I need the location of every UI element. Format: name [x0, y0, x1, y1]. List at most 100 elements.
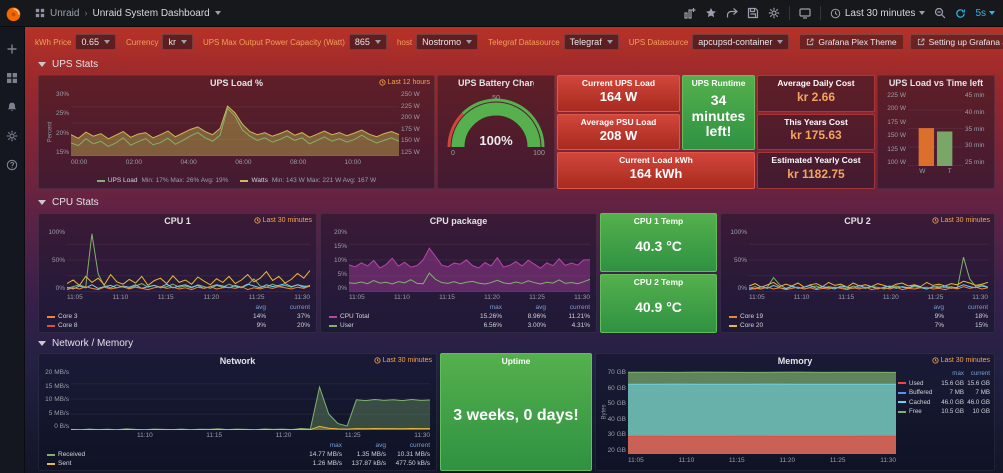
- breadcrumb-dashboard-title[interactable]: Unraid System Dashboard: [92, 7, 210, 19]
- refresh-interval-dropdown[interactable]: 5s: [975, 8, 995, 19]
- panel-title[interactable]: Uptime: [501, 356, 531, 366]
- legend-column-header[interactable]: max: [329, 442, 342, 449]
- legend-column-header[interactable]: avg: [535, 304, 546, 311]
- axis-tick-label: 11:30: [880, 457, 896, 464]
- zoom-out-time-button[interactable]: [934, 7, 946, 19]
- cycle-view-tv-button[interactable]: [799, 7, 811, 19]
- legend-series-name[interactable]: Core 19: [740, 313, 764, 320]
- graph-plot-area[interactable]: [628, 369, 896, 454]
- dashboard-link-plex-theme[interactable]: Grafana Plex Theme: [799, 34, 904, 50]
- legend-column-header[interactable]: max: [952, 370, 964, 378]
- legend-series-name[interactable]: Cached: [909, 398, 931, 406]
- legend-series-name[interactable]: Core 3: [58, 313, 78, 320]
- legend-series-name[interactable]: CPU Total: [340, 313, 370, 320]
- variable-value-dropdown[interactable]: Nostromo: [416, 34, 479, 50]
- share-button[interactable]: [726, 7, 738, 19]
- legend-series-name[interactable]: Core 20: [740, 322, 764, 329]
- axis-tick-label: 11:25: [829, 457, 846, 464]
- panel-title[interactable]: UPS Load %: [209, 78, 263, 88]
- sidebar-dashboards-button[interactable]: [6, 72, 18, 84]
- legend-column-header[interactable]: current: [970, 370, 990, 378]
- panel-title[interactable]: CPU package: [429, 216, 488, 226]
- variable-value-dropdown[interactable]: Telegraf: [563, 34, 619, 50]
- legend-series-name[interactable]: Buffered: [909, 389, 933, 397]
- settings-gear-button[interactable]: [768, 7, 780, 19]
- legend-series-name[interactable]: User: [340, 322, 354, 329]
- axis-tick-label: 70 GB: [607, 369, 626, 376]
- x-axis-ticks: 11:05 11:10 11:15 11:20 11:25 11:30: [67, 294, 310, 301]
- variable-value-dropdown[interactable]: 865: [348, 34, 387, 50]
- legend-row: Used 15.6 GB 15.6 GB: [898, 379, 990, 389]
- legend-column-header[interactable]: avg: [375, 442, 386, 449]
- save-button[interactable]: [747, 7, 759, 19]
- row-header-network-memory[interactable]: Network / Memory: [38, 338, 133, 349]
- legend-column-header[interactable]: current: [289, 304, 310, 311]
- legend-column-header[interactable]: current: [967, 304, 988, 311]
- panel-title[interactable]: Current UPS Load: [581, 78, 656, 88]
- axis-tick-label: 30 GB: [607, 431, 626, 439]
- legend-series-swatch: [898, 401, 906, 404]
- legend-column-header[interactable]: max: [489, 304, 502, 311]
- legend-series-name[interactable]: Core 8: [58, 322, 78, 329]
- sidebar-alerting-bell-button[interactable]: [6, 101, 18, 113]
- row-header-ups-stats[interactable]: UPS Stats: [38, 59, 98, 70]
- panel-time-override: Last 30 minutes: [253, 217, 312, 224]
- legend-value: 8.96%: [527, 313, 546, 320]
- legend-series-name[interactable]: UPS Load: [107, 177, 138, 184]
- grafana-logo[interactable]: [0, 0, 27, 27]
- sidebar-create-button[interactable]: [6, 43, 18, 55]
- panel-title[interactable]: UPS Battery Charge: [458, 78, 534, 88]
- legend-column-header[interactable]: current: [409, 442, 430, 449]
- legend-series-name[interactable]: Watts: [251, 177, 268, 184]
- panel-title[interactable]: CPU 2: [844, 216, 871, 226]
- legend-column-header[interactable]: avg: [933, 304, 944, 311]
- variable-value-dropdown[interactable]: kr: [162, 34, 193, 50]
- sidebar-configuration-gear-button[interactable]: [6, 130, 18, 142]
- chevron-down-icon[interactable]: [214, 11, 221, 15]
- legend-series-name[interactable]: Used: [909, 379, 924, 387]
- legend-series-name[interactable]: Received: [58, 451, 86, 458]
- sidebar-help-button[interactable]: [6, 159, 18, 171]
- panel-network-graph: Network Last 30 minutes 20 MB/s 15 MB/s 10…: [38, 353, 437, 471]
- axis-tick-label: 11:30: [574, 294, 590, 301]
- add-panel-button[interactable]: [684, 7, 696, 19]
- dashboard-link-ups-guide[interactable]: Setting up Grafana and InfluxDB for UPS …: [909, 34, 1003, 50]
- graph-plot-area[interactable]: [71, 369, 430, 430]
- legend-column-header[interactable]: current: [569, 304, 590, 311]
- panel-title[interactable]: Average Daily Cost: [777, 78, 855, 88]
- legend-series-swatch: [898, 391, 906, 394]
- panel-title[interactable]: Network: [219, 356, 256, 366]
- star-button[interactable]: [705, 7, 717, 19]
- bar-plot-area[interactable]: [908, 92, 963, 166]
- panel-title[interactable]: CPU 1 Temp: [633, 216, 684, 226]
- variable-value: Telegraf: [569, 37, 602, 47]
- panel-title[interactable]: UPS Runtime: [691, 78, 746, 88]
- variable-value-dropdown[interactable]: 0.65: [75, 34, 116, 50]
- legend-value: 10.5 GB: [941, 408, 964, 416]
- axis-tick-label: 0%: [55, 285, 65, 292]
- graph-plot-area[interactable]: [349, 229, 590, 292]
- y-axis-left-ticks: 70 GB 60 GB 50 GB 40 GB 30 GB 20 GB: [604, 369, 626, 454]
- graph-plot-area[interactable]: [67, 229, 310, 292]
- panel-title[interactable]: CPU 2 Temp: [633, 277, 684, 287]
- refresh-button[interactable]: [955, 8, 966, 19]
- panel-title[interactable]: UPS Load vs Time left: [888, 78, 984, 88]
- graph-plot-area[interactable]: [749, 229, 988, 292]
- axis-tick-label: 20%: [55, 129, 69, 137]
- graph-plot-area[interactable]: [71, 91, 399, 156]
- variable-value-dropdown[interactable]: apcupsd-container: [692, 34, 790, 50]
- panel-title[interactable]: Memory: [777, 356, 813, 366]
- legend-value: 37%: [296, 313, 310, 320]
- breadcrumb-folder[interactable]: Unraid: [50, 7, 80, 19]
- row-header-cpu-stats[interactable]: CPU Stats: [38, 197, 99, 208]
- panel-title[interactable]: CPU 1: [164, 216, 191, 226]
- legend-series-name[interactable]: Free: [909, 408, 922, 416]
- legend-series-name[interactable]: Sent: [58, 460, 72, 467]
- panel-title[interactable]: Average PSU Load: [580, 117, 657, 127]
- legend-value: 15%: [974, 322, 988, 329]
- legend-column-header[interactable]: avg: [255, 304, 266, 311]
- time-picker-button[interactable]: Last 30 minutes: [830, 8, 926, 19]
- panel-title[interactable]: Current Load kWh: [619, 155, 693, 165]
- panel-title[interactable]: This Years Cost: [784, 117, 848, 127]
- panel-title[interactable]: Estimated Yearly Cost: [771, 155, 861, 165]
